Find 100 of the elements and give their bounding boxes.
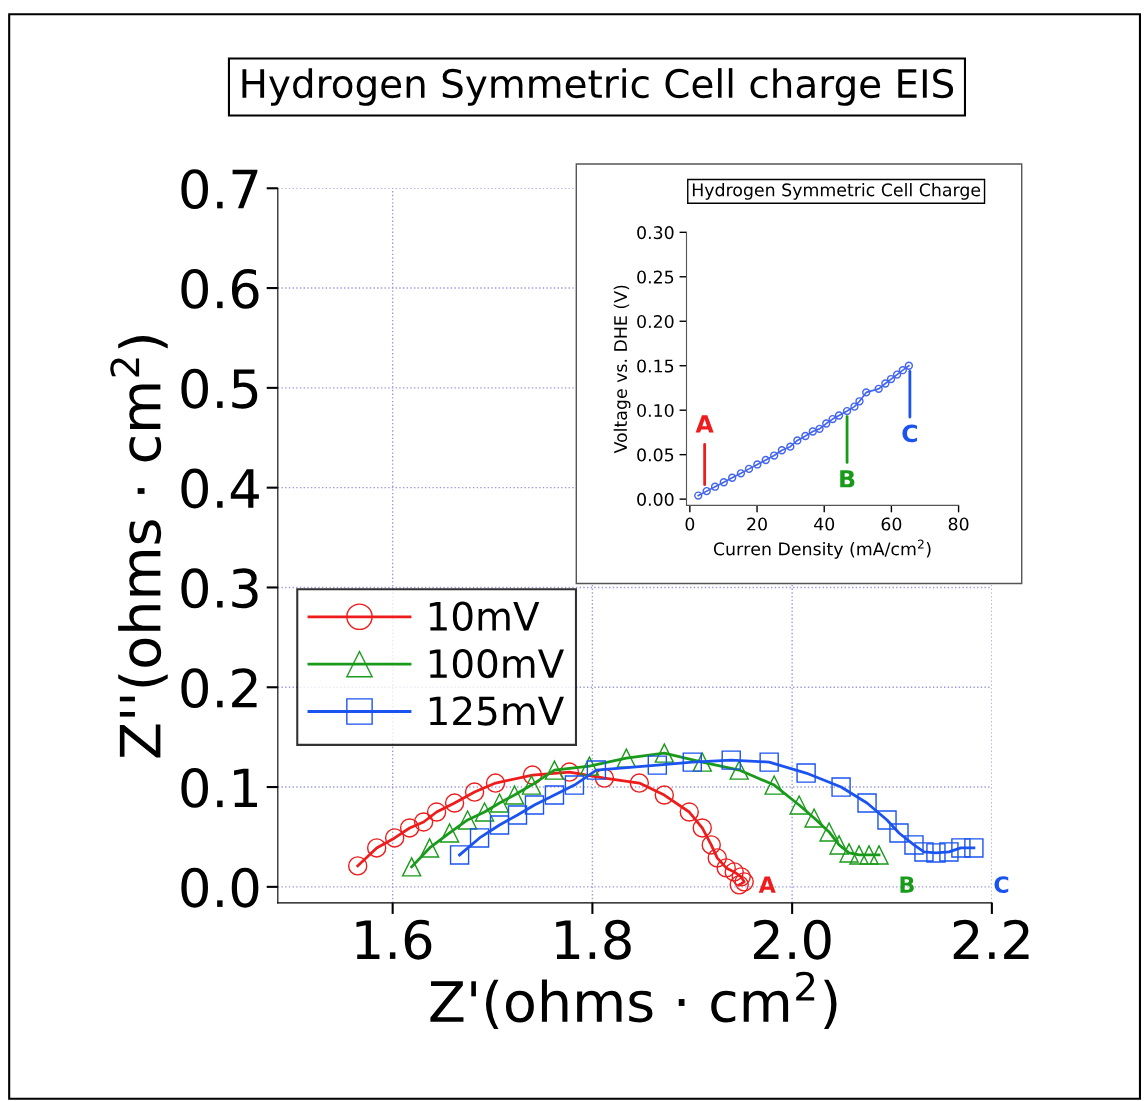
point bbox=[707, 848, 727, 868]
point bbox=[819, 822, 839, 842]
y-tick-label: 0.2 bbox=[181, 668, 257, 709]
legend-label: 10mV bbox=[429, 601, 540, 631]
y-tick-label: 0.15 bbox=[637, 359, 674, 373]
point bbox=[831, 777, 851, 797]
x-tick-label: 40 bbox=[814, 517, 835, 531]
point bbox=[849, 845, 869, 865]
point bbox=[692, 818, 712, 838]
point bbox=[729, 760, 749, 780]
point bbox=[862, 388, 871, 397]
point bbox=[489, 815, 510, 835]
y-tick-label: 0.3 bbox=[181, 568, 258, 609]
legend-label: 100mV bbox=[429, 648, 564, 679]
point bbox=[874, 384, 883, 394]
point bbox=[736, 469, 746, 478]
point bbox=[724, 862, 744, 882]
point bbox=[366, 838, 387, 858]
point bbox=[524, 795, 545, 815]
point bbox=[728, 473, 737, 482]
point bbox=[384, 828, 405, 848]
x-tick-label: 60 bbox=[881, 517, 902, 531]
point bbox=[808, 427, 817, 436]
x-tick-label: 1.6 bbox=[356, 919, 432, 960]
point bbox=[692, 752, 712, 772]
annotation: B bbox=[900, 876, 914, 893]
annotation: C bbox=[902, 424, 918, 443]
point bbox=[564, 775, 585, 795]
point bbox=[964, 838, 984, 858]
point bbox=[904, 361, 914, 370]
point bbox=[489, 793, 510, 813]
point bbox=[914, 842, 934, 862]
point bbox=[764, 775, 784, 795]
point bbox=[716, 858, 736, 878]
point bbox=[859, 845, 879, 865]
point bbox=[828, 414, 837, 424]
point bbox=[679, 802, 699, 822]
point bbox=[759, 752, 779, 772]
point bbox=[544, 785, 565, 805]
point bbox=[729, 875, 749, 895]
y-axis-title: Voltage vs. DHE (V) bbox=[613, 285, 631, 454]
point bbox=[881, 379, 890, 388]
x-tick-label: 2.0 bbox=[754, 919, 831, 960]
point bbox=[559, 762, 580, 782]
point bbox=[822, 419, 831, 428]
point bbox=[889, 823, 909, 843]
point bbox=[439, 823, 460, 843]
point bbox=[898, 366, 907, 375]
point bbox=[842, 406, 852, 416]
point bbox=[710, 482, 720, 491]
y-tick-label: 0.25 bbox=[637, 270, 674, 284]
point bbox=[629, 773, 650, 793]
point bbox=[444, 793, 465, 813]
y-tick-label: 0.4 bbox=[181, 468, 259, 509]
point bbox=[886, 374, 896, 384]
point bbox=[719, 478, 728, 487]
point bbox=[926, 843, 946, 863]
point bbox=[586, 760, 607, 780]
point bbox=[786, 442, 795, 451]
point bbox=[777, 446, 787, 455]
point bbox=[753, 460, 762, 469]
point bbox=[850, 402, 859, 411]
y-tick-label: 0.7 bbox=[181, 169, 258, 210]
point bbox=[399, 818, 420, 838]
point bbox=[654, 785, 675, 805]
point bbox=[804, 808, 824, 828]
point bbox=[734, 872, 754, 892]
annotation: B bbox=[840, 470, 855, 488]
legend-label: 125mV bbox=[429, 696, 564, 726]
point bbox=[413, 812, 434, 832]
point bbox=[702, 486, 711, 496]
text: C bbox=[994, 876, 1009, 893]
point bbox=[761, 455, 770, 465]
x-tick-label: 1.8 bbox=[556, 919, 631, 960]
point bbox=[770, 451, 779, 460]
point bbox=[485, 773, 506, 793]
x-tick-label: 20 bbox=[747, 517, 767, 531]
point bbox=[793, 436, 802, 445]
point bbox=[521, 775, 542, 795]
y-tick-label: 0.10 bbox=[637, 403, 674, 418]
x-tick-label: 0 bbox=[685, 517, 695, 531]
point bbox=[801, 431, 810, 441]
point bbox=[877, 810, 897, 830]
x-axis-title: Z'(ohms · cm$^{2}$) bbox=[430, 971, 837, 1030]
point bbox=[401, 857, 422, 877]
point bbox=[694, 491, 703, 500]
point bbox=[939, 842, 959, 862]
point bbox=[594, 768, 615, 788]
chart-title: Hydrogen Symmetric Cell Charge bbox=[692, 182, 981, 200]
point bbox=[839, 843, 859, 863]
point bbox=[815, 424, 824, 434]
point bbox=[857, 793, 877, 813]
point bbox=[464, 782, 485, 802]
point bbox=[544, 760, 565, 780]
point bbox=[869, 845, 889, 865]
point bbox=[892, 370, 902, 379]
point bbox=[701, 835, 721, 855]
point bbox=[579, 756, 600, 776]
point bbox=[951, 838, 971, 858]
annotation: A bbox=[758, 876, 776, 893]
